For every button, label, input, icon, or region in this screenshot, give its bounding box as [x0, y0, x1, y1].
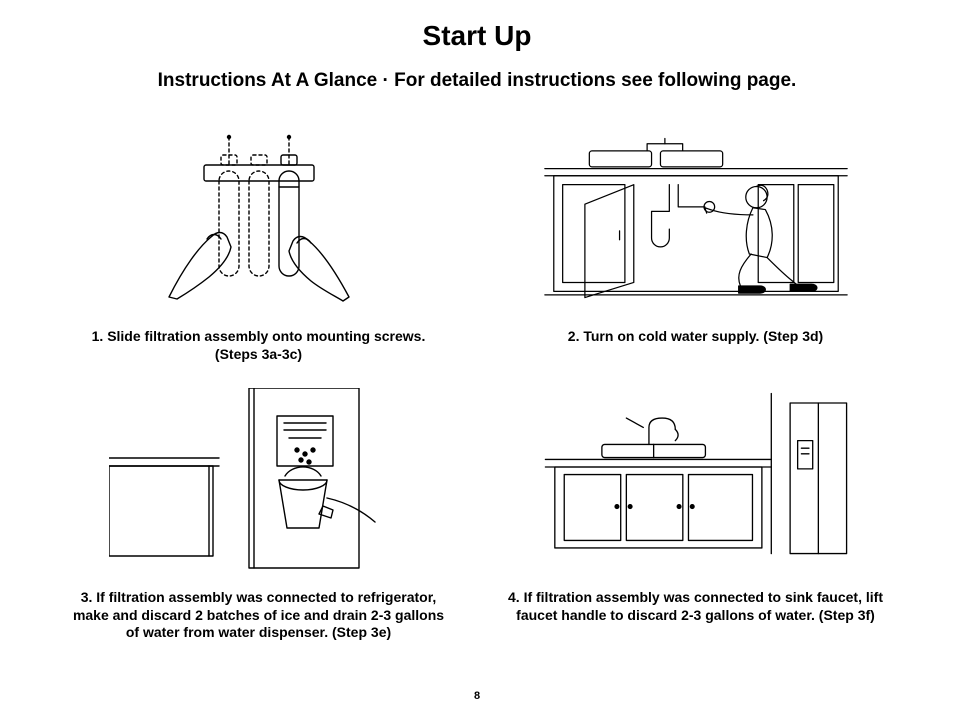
caption-4: 4. If filtration assembly was connected … [506, 589, 886, 624]
caption-2: 2. Turn on cold water supply. (Step 3d) [568, 328, 823, 346]
illustration-2 [536, 122, 856, 322]
instruction-page: Start Up Instructions At A Glance · For … [0, 0, 954, 710]
caption-1: 1. Slide filtration assembly onto mounti… [69, 328, 449, 363]
page-number: 8 [474, 690, 480, 702]
step-cell-2: 2. Turn on cold water supply. (Step 3d) [497, 122, 894, 363]
illustration-3 [99, 383, 419, 583]
page-title: Start Up [60, 20, 894, 52]
step-cell-4: 4. If filtration assembly was connected … [497, 383, 894, 642]
illustration-1 [99, 122, 419, 322]
illustration-4 [536, 383, 856, 583]
step-cell-1: 1. Slide filtration assembly onto mounti… [60, 122, 457, 363]
caption-3: 3. If filtration assembly was connected … [69, 589, 449, 642]
step-cell-3: 3. If filtration assembly was connected … [60, 383, 457, 642]
step-grid: 1. Slide filtration assembly onto mounti… [60, 122, 894, 642]
page-subtitle: Instructions At A Glance · For detailed … [60, 70, 894, 92]
